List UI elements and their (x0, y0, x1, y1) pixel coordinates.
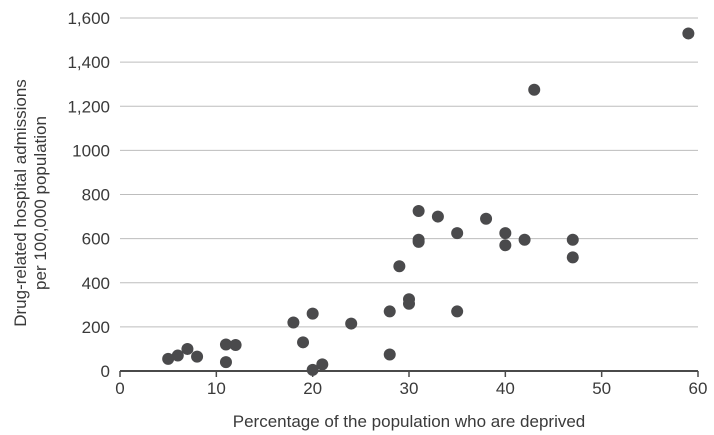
x-tick-label-3: 30 (400, 379, 419, 398)
y-axis-title-line-1: Drug-related hospital admissions (11, 79, 30, 327)
y-tick-label-7: 1,400 (67, 53, 110, 72)
data-point-0-12 (345, 317, 358, 330)
data-point-0-23 (451, 305, 464, 318)
data-point-0-8 (297, 336, 310, 349)
data-point-0-17 (403, 297, 415, 310)
y-tick-label-6: 1,200 (67, 97, 110, 116)
data-point-0-21 (431, 210, 444, 223)
y-tick-label-5: 1000 (72, 141, 110, 160)
tick-labels: 0 200 400 600 800 1000 1,200 1,400 1,600 0 10 20 30 4… (67, 9, 707, 398)
data-point-0-26 (499, 239, 512, 252)
gridlines (120, 17, 698, 328)
x-tick-label-5: 50 (592, 379, 611, 398)
data-point-0-1 (171, 349, 184, 362)
data-point-0-31 (682, 27, 695, 40)
data-point-0-27 (518, 233, 531, 246)
data-point-0-30 (566, 251, 579, 264)
x-tick-label-0: 0 (115, 379, 124, 398)
data-point-0-22 (451, 227, 464, 240)
data-point-0-2 (181, 342, 194, 355)
y-tick-label-1: 200 (82, 318, 110, 337)
x-axis-title: Percentage of the population who are dep… (233, 412, 586, 431)
x-tick-label-4: 40 (496, 379, 515, 398)
data-point-0-14 (383, 348, 396, 361)
data-point-0-0 (162, 352, 175, 365)
data-point-0-10 (306, 363, 319, 376)
x-tick-label-2: 20 (303, 379, 322, 398)
data-point-0-13 (383, 305, 396, 318)
y-axis-title-line-2: per 100,000 population (31, 116, 50, 290)
data-point-0-25 (499, 227, 512, 240)
y-tick-label-4: 800 (82, 186, 110, 205)
data-point-0-29 (566, 233, 579, 246)
data-point-0-20 (412, 235, 425, 248)
data-point-0-18 (412, 205, 425, 218)
x-tick-label-6: 60 (689, 379, 708, 398)
axes (119, 370, 699, 377)
data-point-0-24 (480, 212, 493, 225)
data-point-0-6 (229, 338, 242, 351)
y-tick-label-0: 0 (101, 362, 110, 381)
y-axis-title: Drug-related hospital admissions per 100… (11, 79, 50, 327)
data-point-0-11 (316, 358, 329, 371)
data-point-0-3 (191, 350, 204, 363)
data-point-0-28 (528, 83, 541, 96)
data-points (162, 27, 695, 376)
data-point-0-7 (287, 316, 300, 329)
x-tick-label-1: 10 (207, 379, 226, 398)
data-point-0-5 (219, 356, 232, 369)
y-tick-label-2: 400 (82, 274, 110, 293)
y-tick-label-8: 1,600 (67, 9, 110, 28)
data-point-0-15 (393, 260, 406, 273)
data-point-0-4 (219, 338, 232, 351)
data-point-0-9 (306, 307, 319, 320)
y-tick-label-3: 600 (82, 230, 110, 249)
